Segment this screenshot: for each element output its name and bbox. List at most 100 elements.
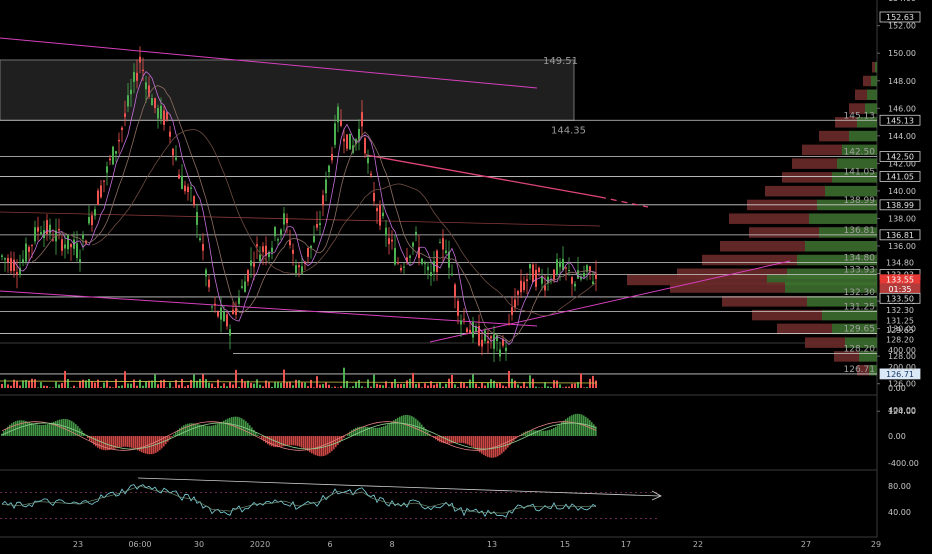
macd-histogram-bar: [579, 414, 581, 436]
candle-body: [112, 147, 114, 165]
volume-bar: [442, 387, 444, 388]
macd-histogram-bar: [215, 425, 217, 436]
macd-histogram-bar: [545, 431, 547, 436]
candle-body: [154, 98, 156, 108]
macd-histogram-bar: [269, 436, 271, 445]
volume-bar: [88, 379, 90, 388]
volume-bar: [556, 381, 558, 388]
candle-body: [136, 73, 138, 81]
rsi-scale-label: 80.00: [888, 482, 911, 491]
volume-bar: [217, 380, 219, 388]
macd-histogram-bar: [569, 416, 571, 436]
macd-histogram-bar: [295, 436, 297, 446]
volume-bar: [211, 384, 213, 388]
macd-histogram-bar: [99, 436, 101, 449]
volume-bar: [178, 385, 180, 388]
volume-bar: [409, 379, 411, 388]
macd-histogram-bar: [219, 423, 221, 436]
candle-body: [88, 217, 90, 223]
time-axis-label: 15: [560, 540, 570, 549]
macd-histogram-bar: [531, 430, 533, 436]
time-axis-label: 23: [73, 540, 83, 549]
candle-body: [214, 304, 216, 306]
volume-bar: [286, 382, 288, 388]
candle-body: [472, 322, 474, 338]
volume-bar: [574, 384, 576, 388]
vp-bar-down: [872, 62, 875, 73]
volume-bar: [40, 382, 42, 388]
candle-body: [568, 270, 570, 271]
vp-bar-down: [855, 90, 867, 101]
candle-body: [313, 236, 315, 242]
price-scale[interactable]: 154.00152.00150.00148.00146.00144.00142.…: [877, 0, 920, 517]
volume-bar: [370, 387, 372, 388]
resistance-line[interactable]: [366, 155, 600, 197]
candle-body: [67, 234, 69, 249]
volume-bar: [505, 387, 507, 388]
rsi-scale-label: 40.00: [888, 508, 911, 517]
macd-histogram-bar: [581, 415, 583, 436]
candle-body: [424, 263, 426, 264]
candle-body: [241, 286, 243, 288]
volume-scale-label: 400.00: [888, 346, 916, 355]
volume-bar: [436, 383, 438, 388]
volume-bar: [73, 386, 75, 388]
price-level-label: 134.80: [844, 254, 876, 264]
candle-body: [109, 159, 111, 161]
candle-body: [319, 223, 321, 225]
volume-bar: [64, 371, 66, 388]
macd-histogram-bar: [557, 425, 559, 436]
candle-body: [94, 209, 96, 215]
volume-bar: [280, 383, 282, 388]
volume-bar: [271, 387, 273, 388]
macd-histogram-bar: [481, 436, 483, 454]
candle-body: [364, 138, 366, 153]
rsi-divergence-arrow[interactable]: [138, 478, 660, 496]
volume-bar: [520, 386, 522, 388]
box-top-label: 149.51: [543, 56, 578, 67]
volume-bar: [70, 387, 72, 388]
macd-histogram-bar: [201, 425, 203, 436]
candle-body: [121, 128, 123, 130]
macd-histogram-bar: [563, 421, 565, 436]
macd-histogram-bar: [397, 418, 399, 436]
volume-bar: [418, 383, 420, 388]
candle-body: [349, 134, 351, 150]
macd-histogram-bar: [231, 417, 233, 436]
volume-bar: [115, 379, 117, 388]
volume-bar: [79, 381, 81, 388]
macd-histogram-bar: [301, 436, 303, 448]
candle-body: [124, 113, 126, 117]
candle-body: [250, 260, 252, 265]
candle-body: [370, 174, 372, 176]
price-tag-label: 128.20: [886, 336, 914, 345]
volume-bar: [403, 384, 405, 388]
volume-bar: [472, 375, 474, 388]
vp-bar-up: [871, 76, 877, 87]
volume-bar: [475, 384, 477, 388]
price-tag-label: 133.50: [886, 294, 914, 303]
macd-histogram-bar: [375, 428, 377, 436]
range-rectangle[interactable]: [0, 60, 574, 120]
macd-histogram-bar: [39, 425, 41, 436]
vp-bar-up: [849, 131, 877, 142]
candle-body: [220, 308, 222, 320]
volume-bar: [415, 384, 417, 388]
candle-body: [445, 250, 447, 253]
macd-histogram-bar: [475, 436, 477, 449]
candle-body: [4, 258, 6, 259]
volume-bar: [127, 383, 129, 388]
macd-histogram-bar: [229, 418, 231, 436]
lower-trendline[interactable]: [0, 291, 537, 326]
macd-histogram-bar: [317, 436, 319, 456]
volume-bar: [289, 381, 291, 388]
resistance-projection[interactable]: [600, 197, 648, 207]
volume-bar: [94, 383, 96, 388]
price-tag-label: 136.81: [886, 231, 914, 240]
volume-bar: [493, 381, 495, 388]
candle-body: [169, 132, 171, 137]
